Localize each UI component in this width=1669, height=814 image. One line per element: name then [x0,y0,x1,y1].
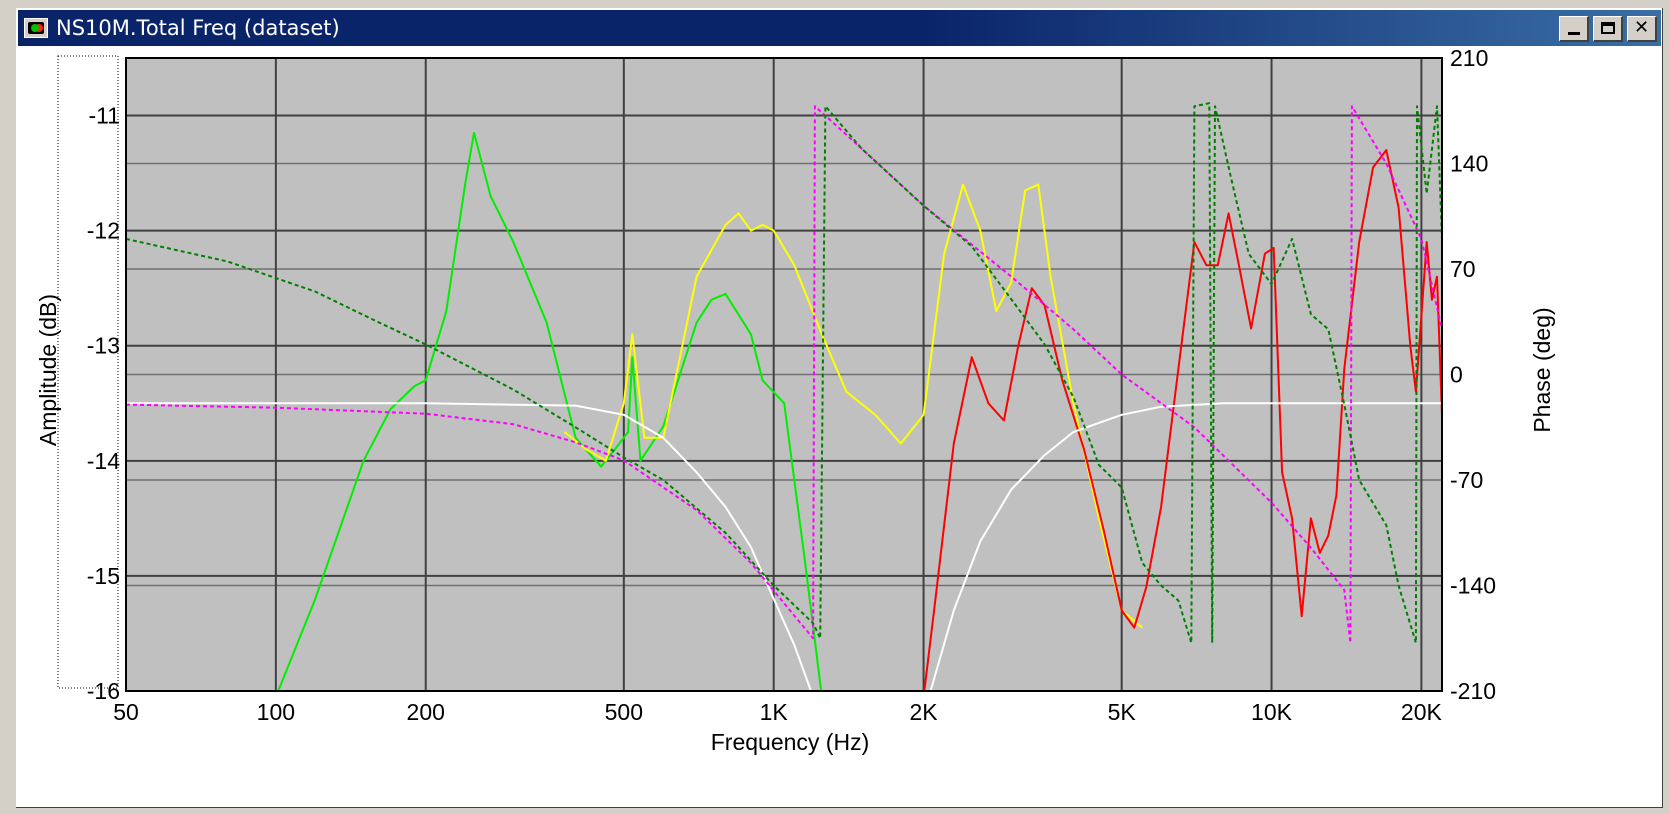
y-tick-label: -11 [88,103,120,129]
y2-tick-label: -210 [1450,678,1496,704]
x-tick-label: 1K [760,699,789,725]
series-line-5 [929,402,1442,691]
y2-tick-label: 0 [1450,362,1463,388]
y2-tick-label: 210 [1450,48,1488,71]
frequency-response-chart: 50 100 200 500 1K 2K 5K 10K 20K -11 -12 -13 -14 -15 -1… [35,48,1555,755]
app-icon[interactable] [24,18,48,38]
x-tick-label: 100 [257,699,295,725]
y-tick-label: -13 [87,333,120,359]
x-tick-label: 50 [113,699,139,725]
x-tick-label: 200 [407,699,445,725]
maximize-icon [1601,22,1615,34]
minimize-button[interactable] [1559,16,1589,42]
close-button[interactable]: ✕ [1627,16,1657,42]
series-line-4 [126,402,813,691]
y-tick-label: -14 [87,448,120,474]
window-title: NS10M.Total Freq (dataset) [56,16,340,40]
y2-axis-title: Phase (deg) [1529,307,1555,432]
x-tick-label: 20K [1401,699,1443,725]
x-tick-label: 5K [1108,699,1137,725]
series-line-6 [126,105,1442,644]
tick-labels: 50 100 200 500 1K 2K 5K 10K 20K -11 -12 -13 -14 -15 -1… [87,48,1496,725]
series-line-7 [126,102,1442,644]
x-tick-label: 2K [909,699,938,725]
title-bar[interactable]: NS10M.Total Freq (dataset) ✕ [18,10,1661,46]
y-tick-label: -15 [87,563,120,589]
maximize-button[interactable] [1593,16,1623,42]
chart-window: NS10M.Total Freq (dataset) ✕ 50 100 200 500… [14,6,1665,810]
close-icon: ✕ [1633,17,1650,38]
y2-tick-label: -140 [1450,573,1496,599]
chart-area: 50 100 200 500 1K 2K 5K 10K 20K -11 -12 -13 -14 -15 -1… [18,48,1661,806]
plot-layer: 50 100 200 500 1K 2K 5K 10K 20K -11 -12 -13 -14 -15 -1… [57,48,1496,725]
series-line-2 [563,183,1143,629]
x-axis-title: Frequency (Hz) [711,729,869,755]
y-tick-label: -16 [87,678,120,704]
plot-frame [125,57,1443,692]
y2-tick-label: 140 [1450,151,1488,177]
x-tick-label: 500 [605,699,643,725]
y2-tick-label: -70 [1450,467,1483,493]
series-line-1 [277,131,823,691]
y-tick-label: -12 [87,218,120,244]
y-axis-title: Amplitude (dB) [35,294,61,446]
y-axis-focus-frame [57,55,119,689]
series-layer [126,102,1442,691]
y2-tick-label: 70 [1450,256,1476,282]
minimize-icon [1568,32,1580,35]
x-tick-label: 10K [1251,699,1293,725]
series-line-3 [923,149,1442,691]
